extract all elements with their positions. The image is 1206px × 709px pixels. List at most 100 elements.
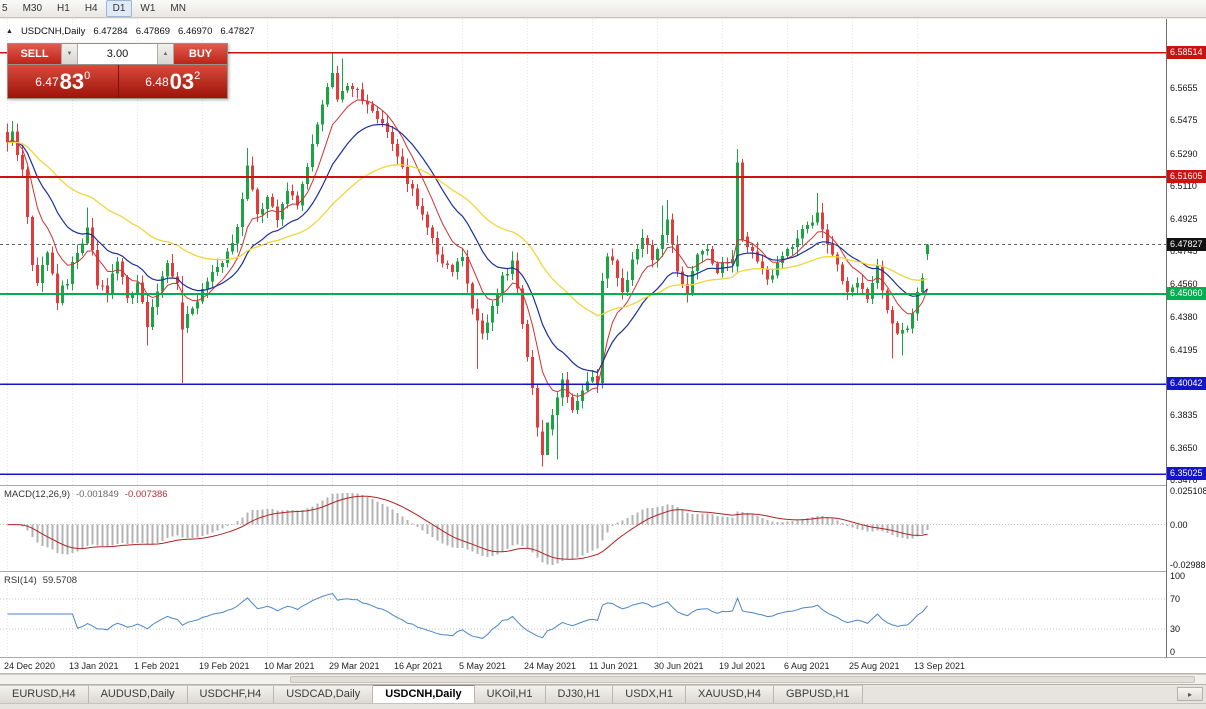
scrollbar-thumb[interactable] — [290, 676, 1195, 683]
price-chart-canvas[interactable] — [0, 19, 1166, 657]
date-label: 30 Jun 2021 — [654, 661, 704, 671]
chart-tab-dj30[interactable]: DJ30,H1 — [545, 685, 614, 703]
macd-label: MACD(12,26,9) -0.001849 -0.007386 — [4, 489, 168, 500]
date-label: 5 May 2021 — [459, 661, 507, 671]
date-label: 1 Feb 2021 — [134, 661, 180, 671]
macd-axis-min: -0.02988 — [1170, 560, 1206, 570]
buy-price-button[interactable]: 6.48 03 2 — [117, 65, 227, 98]
date-label: 13 Jan 2021 — [69, 661, 119, 671]
price-tick: 6.5475 — [1170, 115, 1198, 126]
price-tick: 6.5110 — [1170, 180, 1197, 191]
period-button-m30[interactable]: M30 — [16, 0, 49, 17]
chart-tab-bar: EURUSD,H4 AUDUSD,Daily USDCHF,H4 USDCAD,Dai… — [0, 684, 1206, 703]
rsi-value: 59.5708 — [42, 575, 78, 586]
level-price-label: 6.35025 — [1167, 467, 1206, 481]
chart-symbol-period: USDCNH,Daily — [20, 26, 86, 37]
level-price-label: 6.45060 — [1167, 287, 1206, 301]
period-button-mn[interactable]: MN — [163, 0, 193, 17]
rsi-axis-label: 100 — [1170, 571, 1186, 581]
sell-price-big: 83 — [59, 68, 85, 94]
period-button-h4[interactable]: H4 — [78, 0, 105, 17]
sell-price-button[interactable]: 6.47 83 0 — [8, 65, 118, 98]
ohlc-high: 6.47869 — [135, 26, 171, 37]
date-label: 13 Sep 2021 — [914, 661, 966, 671]
current-price-label: 6.47827 — [1167, 237, 1206, 251]
ohlc-low: 6.46970 — [178, 26, 213, 37]
macd-value-main: -0.001849 — [76, 489, 119, 500]
date-label: 10 Mar 2021 — [264, 661, 315, 671]
date-label: 19 Jul 2021 — [719, 661, 766, 671]
date-label: 6 Aug 2021 — [784, 661, 830, 671]
rsi-axis-label: 30 — [1170, 624, 1181, 635]
level-price-label: 6.51605 — [1167, 169, 1206, 183]
chart-tab-usdx[interactable]: USDX,H1 — [613, 685, 686, 703]
date-label: 24 May 2021 — [524, 661, 577, 671]
date-label: 24 Dec 2020 — [4, 661, 56, 671]
level-price-label: 6.40042 — [1167, 377, 1206, 391]
status-bar — [0, 703, 1206, 709]
chart-tab-gbpusd[interactable]: GBPUSD,H1 — [773, 685, 863, 703]
time-axis[interactable]: 24 Dec 2020 13 Jan 2021 1 Feb 2021 19 Feb 2… — [0, 659, 1166, 674]
chart-tab-usdchf[interactable]: USDCHF,H4 — [187, 685, 275, 703]
rsi-axis-label: 0 — [1170, 647, 1176, 657]
buy-price-sup: 2 — [194, 70, 201, 82]
date-label: 25 Aug 2021 — [849, 661, 900, 671]
macd-name: MACD(12,26,9) — [4, 489, 70, 500]
tab-scroll-right-button[interactable]: ▸ — [1177, 687, 1203, 701]
date-label: 16 Apr 2021 — [394, 661, 443, 671]
rsi-axis-label: 70 — [1170, 593, 1181, 604]
period-button-w1[interactable]: W1 — [133, 0, 162, 17]
price-tick: 6.4745 — [1170, 246, 1198, 257]
panel-separator — [0, 657, 1206, 658]
buy-price-big: 03 — [169, 68, 195, 94]
panel-separator[interactable] — [0, 485, 1206, 486]
period-button-h1[interactable]: H1 — [50, 0, 77, 17]
volume-decrease-button[interactable]: ▼ — [61, 44, 78, 64]
sell-price-prefix: 6.47 — [35, 74, 59, 89]
period-button-5[interactable]: 5 — [0, 0, 15, 17]
buy-price-prefix: 6.48 — [145, 74, 169, 89]
price-axis[interactable]: 6.5655 6.5475 6.5290 6.5110 6.4925 6.4745 6.45… — [1166, 19, 1206, 657]
macd-axis-max: 0.025108 — [1170, 486, 1206, 496]
price-tick: 6.3835 — [1170, 409, 1198, 420]
buy-button[interactable]: BUY — [174, 44, 227, 64]
volume-input[interactable]: 3.00 — [78, 44, 157, 64]
price-tick: 6.4380 — [1170, 311, 1198, 322]
ohlc-close: 6.47827 — [220, 26, 255, 37]
price-tick: 6.5655 — [1170, 83, 1198, 94]
date-label: 29 Mar 2021 — [329, 661, 380, 671]
down-arrow-icon: ▼ — [66, 51, 73, 57]
collapse-arrow-icon[interactable]: ▲ — [6, 28, 13, 35]
sell-button[interactable]: SELL — [8, 44, 61, 64]
period-button-d1[interactable]: D1 — [105, 0, 133, 17]
panel-separator[interactable] — [0, 571, 1206, 572]
price-tick: 6.5290 — [1170, 148, 1198, 159]
ohlc-readout: ▲ USDCNH,Daily 6.47284 6.47869 6.46970 6… — [6, 26, 255, 37]
price-tick: 6.4925 — [1170, 213, 1198, 224]
date-label: 19 Feb 2021 — [199, 661, 250, 671]
one-click-trading-panel: SELL ▼ 3.00 ▲ BUY 6.47 83 0 6.48 03 2 — [7, 43, 228, 99]
macd-value-signal: -0.007386 — [124, 489, 168, 500]
date-label: 11 Jun 2021 — [589, 661, 638, 671]
macd-axis-zero: 0.00 — [1170, 519, 1188, 530]
price-tick: 6.4560 — [1170, 279, 1198, 290]
period-toolbar: 5 M30 H1 H4 D1 W1 MN — [0, 0, 1206, 18]
chart-tab-usdcad[interactable]: USDCAD,Daily — [274, 685, 374, 703]
chart-tab-ukoil[interactable]: UKOil,H1 — [474, 685, 546, 703]
horizontal-scrollbar[interactable] — [0, 674, 1206, 684]
volume-increase-button[interactable]: ▲ — [157, 44, 174, 64]
price-tick: 6.3650 — [1170, 442, 1198, 453]
sell-price-sup: 0 — [84, 70, 91, 82]
chart-tab-audusd[interactable]: AUDUSD,Daily — [88, 685, 188, 703]
price-tick: 6.4195 — [1170, 344, 1198, 355]
chart-tab-usdcnh[interactable]: USDCNH,Daily — [373, 685, 475, 703]
ohlc-open: 6.47284 — [93, 26, 128, 37]
rsi-label: RSI(14) 59.5708 — [4, 575, 77, 586]
level-price-label: 6.58514 — [1167, 45, 1206, 59]
rsi-name: RSI(14) — [4, 575, 37, 586]
chart-tab-xauusd[interactable]: XAUUSD,H4 — [685, 685, 774, 703]
chart-window: ▲ USDCNH,Daily 6.47284 6.47869 6.46970 6… — [0, 19, 1206, 674]
up-arrow-icon: ▲ — [162, 51, 169, 57]
chart-tab-eurusd[interactable]: EURUSD,H4 — [0, 685, 89, 703]
